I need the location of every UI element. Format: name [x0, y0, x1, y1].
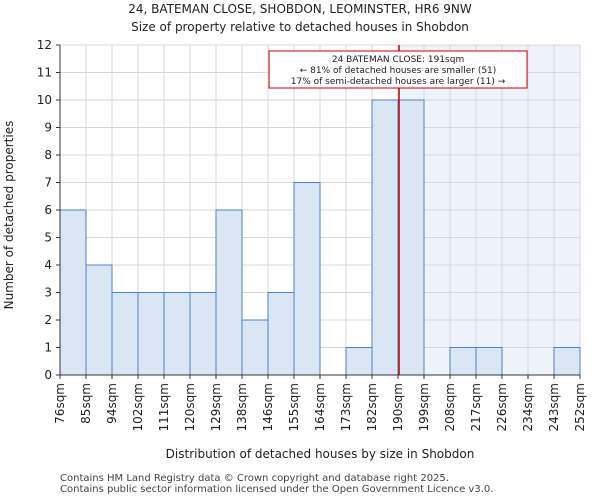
- x-tick-label: 164sqm: [313, 383, 327, 431]
- x-tick-label: 226sqm: [495, 383, 509, 431]
- x-tick-label: 155sqm: [287, 383, 301, 431]
- bar: [345, 347, 373, 376]
- y-axis-label: Number of detached properties: [2, 121, 16, 310]
- bar: [85, 264, 113, 376]
- x-tick-label: 173sqm: [339, 383, 353, 431]
- y-tick-label: 9: [44, 121, 52, 135]
- annotation-line: ← 81% of detached houses are smaller (51…: [300, 66, 497, 76]
- x-tick-label: 199sqm: [417, 383, 431, 431]
- y-tick-label: 4: [44, 258, 52, 272]
- x-tick-label: 120sqm: [183, 383, 197, 431]
- bar: [475, 347, 503, 376]
- bar: [267, 292, 295, 376]
- y-tick-label: 3: [44, 286, 52, 300]
- x-tick-label: 243sqm: [547, 383, 561, 431]
- annotation-line: 24 BATEMAN CLOSE: 191sqm: [332, 55, 464, 65]
- x-axis-label: Distribution of detached houses by size …: [166, 447, 475, 461]
- x-tick-label: 111sqm: [157, 383, 171, 431]
- attribution-line-1: Contains HM Land Registry data © Crown c…: [60, 473, 449, 484]
- bar: [163, 292, 191, 376]
- bar: [293, 182, 321, 376]
- bar: [189, 292, 217, 376]
- y-tick-label: 7: [44, 176, 52, 190]
- y-tick-label: 11: [37, 66, 52, 80]
- chart-subtitle: Size of property relative to detached ho…: [131, 20, 469, 34]
- x-tick-label: 138sqm: [235, 383, 249, 431]
- attribution: Contains HM Land Registry data © Crown c…: [60, 473, 493, 495]
- bar: [137, 292, 165, 376]
- x-tick-label: 234sqm: [521, 383, 535, 431]
- y-tick-label: 5: [44, 231, 52, 245]
- bar: [371, 99, 399, 376]
- bar: [215, 209, 243, 376]
- y-tick-label: 12: [37, 38, 52, 52]
- attribution-line-2: Contains public sector information licen…: [60, 484, 494, 495]
- bar: [397, 99, 425, 376]
- bar: [553, 347, 581, 376]
- chart: 24, BATEMAN CLOSE, SHOBDON, LEOMINSTER, …: [2, 2, 587, 461]
- x-tick-label: 190sqm: [391, 383, 405, 431]
- x-tick-label: 146sqm: [261, 383, 275, 431]
- y-tick-label: 8: [44, 148, 52, 162]
- y-tick-label: 1: [44, 341, 52, 355]
- x-tick-label: 102sqm: [131, 383, 145, 431]
- bar: [449, 347, 477, 376]
- x-tick-label: 76sqm: [53, 383, 67, 424]
- x-tick-label: 252sqm: [573, 383, 587, 431]
- y-tick-label: 10: [37, 93, 52, 107]
- x-tick-label: 85sqm: [79, 383, 93, 424]
- annotation-line: 17% of semi-detached houses are larger (…: [291, 77, 506, 87]
- x-tick-label: 94sqm: [105, 383, 119, 424]
- bar: [59, 209, 87, 376]
- y-tick-label: 0: [44, 368, 52, 382]
- annotation-box: [268, 50, 528, 89]
- y-tick-label: 6: [44, 203, 52, 217]
- bar: [111, 292, 139, 376]
- bar: [241, 319, 269, 376]
- x-tick-label: 217sqm: [469, 383, 483, 431]
- x-tick-label: 182sqm: [365, 383, 379, 431]
- y-tick-label: 2: [44, 313, 52, 327]
- x-tick-label: 208sqm: [443, 383, 457, 431]
- x-tick-label: 129sqm: [209, 383, 223, 431]
- chart-title: 24, BATEMAN CLOSE, SHOBDON, LEOMINSTER, …: [128, 2, 472, 16]
